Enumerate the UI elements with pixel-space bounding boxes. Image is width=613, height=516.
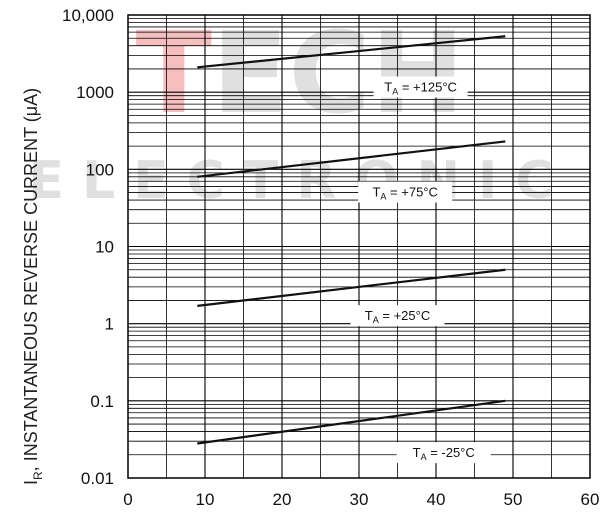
x-tick-label: 50: [504, 490, 523, 509]
y-axis-label-rest: , INSTANTANEOUS REVERSE CURRENT (μA): [21, 88, 41, 471]
series-label-value: = +75°C: [386, 185, 437, 200]
series-label-subscript: A: [421, 452, 427, 462]
series-label-symbol: T: [413, 445, 421, 460]
plot-frame: [127, 14, 591, 479]
series-label-background: [396, 442, 491, 464]
series-line-0: [197, 35, 506, 69]
series-label-symbol: T: [372, 185, 380, 200]
series-label-symbol: T: [365, 308, 373, 323]
series-label-1: TA = +75°C: [372, 185, 437, 202]
x-tick-label: 30: [350, 490, 369, 509]
series-label-subscript: A: [392, 86, 398, 96]
series-label-2: TA = +25°C: [365, 308, 430, 325]
y-axis-label-main: I: [21, 480, 41, 485]
series-line-3: [197, 399, 506, 445]
y-tick-label: 0.01: [81, 469, 114, 488]
x-tick-label: 40: [427, 490, 446, 509]
y-axis-label: IR, INSTANTANEOUS REVERSE CURRENT (μA): [21, 88, 45, 485]
x-tick-label: 10: [196, 490, 215, 509]
watermark: TECH ELECTRONIC: [28, 9, 553, 211]
series-label-background: [350, 305, 445, 327]
series-label-value: = +25°C: [379, 308, 430, 323]
y-tick-label: 0.1: [90, 392, 114, 411]
series-line-2: [197, 268, 506, 307]
x-tick-labels: 0 10 20 30 40 50 60: [123, 490, 599, 509]
series-label-symbol: T: [384, 79, 392, 94]
watermark-line-1: TECH: [136, 9, 465, 139]
y-tick-label: 1000: [76, 83, 114, 102]
series-lines: [197, 35, 506, 445]
watermark-rest-letters: ECH: [212, 9, 464, 139]
series-labels: TA = +125°CTA = +75°CTA = +25°CTA = -25°…: [350, 76, 491, 464]
series-label-3: TA = -25°C: [413, 445, 475, 462]
y-tick-label: 10: [95, 238, 114, 257]
y-axis-label-subscript: R: [31, 471, 45, 480]
y-tick-label: 100: [86, 160, 114, 179]
series-label-background: [373, 76, 468, 98]
y-tick-label: 10,000: [62, 6, 114, 25]
y-tick-label: 1: [105, 315, 114, 334]
series-label-subscript: A: [373, 315, 379, 325]
series-label-0: TA = +125°C: [384, 79, 457, 96]
y-tick-labels: 0.01 0.1 1 10 100 1000 10,000: [62, 6, 114, 488]
series-line-1: [197, 140, 506, 178]
x-tick-label: 20: [273, 490, 292, 509]
series-label-value: = +125°C: [398, 79, 457, 94]
series-label-value: = -25°C: [427, 445, 475, 460]
series-label-subscript: A: [380, 192, 386, 202]
x-tick-label: 0: [123, 490, 132, 509]
x-tick-label: 60: [581, 490, 600, 509]
series-label-background: [358, 181, 453, 203]
watermark-accent-letter: T: [136, 9, 212, 139]
